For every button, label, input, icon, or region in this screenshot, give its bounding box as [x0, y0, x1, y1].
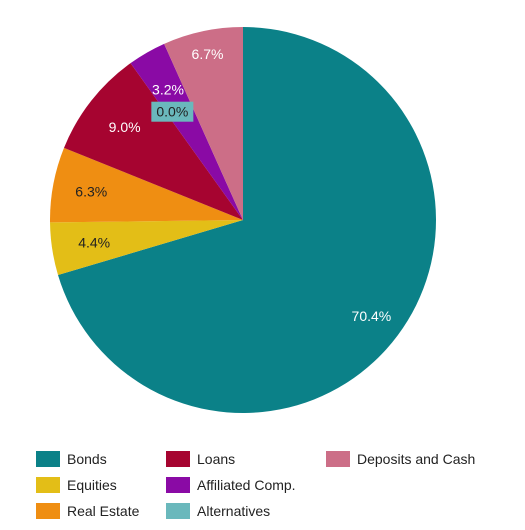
pie-slice-labels: 70.4% 4.4% 6.3% 9.0% 3.2% 0.0% 6.7%	[75, 46, 391, 324]
legend-label-affiliated-comp: Affiliated Comp.	[197, 477, 296, 493]
pie-slice-label-affiliated-comp: 3.2%	[152, 81, 184, 97]
legend-item-loans: Loans	[166, 448, 235, 470]
pie-slice-equities	[50, 220, 243, 276]
legend-label-real-estate: Real Estate	[67, 503, 140, 519]
legend-swatch-equities	[36, 477, 60, 493]
pie-slice-label-bonds: 70.4%	[352, 308, 392, 324]
legend-item-equities: Equities	[36, 474, 117, 496]
pie-slices	[50, 27, 437, 413]
pie-slice-deposits-and-cash	[164, 27, 243, 220]
pie-slice-label-equities: 4.4%	[78, 235, 110, 251]
legend-label-equities: Equities	[67, 477, 117, 493]
legend-swatch-bonds	[36, 451, 60, 467]
pie-slice-label-deposits-and-cash: 6.7%	[192, 46, 224, 62]
legend-swatch-alternatives	[166, 503, 190, 519]
pie-slice-label-alternatives: 0.0%	[156, 104, 188, 120]
pie-slice-label-real-estate: 6.3%	[75, 184, 107, 200]
legend-item-alternatives: Alternatives	[166, 500, 270, 522]
legend-label-bonds: Bonds	[67, 451, 107, 467]
legend-item-affiliated-comp: Affiliated Comp.	[166, 474, 296, 496]
legend-label-alternatives: Alternatives	[197, 503, 271, 519]
legend-item-real-estate: Real Estate	[36, 500, 139, 522]
legend-label-deposits-and-cash: Deposits and Cash	[357, 451, 476, 467]
pie-slice-real-estate	[50, 147, 243, 223]
legend: Bonds Equities Real Estate Loans Affiliated …	[36, 448, 516, 528]
pie-chart-svg: 70.4% 4.4% 6.3% 9.0% 3.2% 0.0% 6.7%	[50, 27, 437, 413]
pie-slice-bonds	[58, 27, 437, 413]
pie-slice-loans	[64, 63, 243, 220]
legend-label-loans: Loans	[197, 451, 236, 467]
pie-slice-label-loans: 9.0%	[109, 119, 141, 135]
legend-swatch-loans	[166, 451, 190, 467]
pie-slice-affiliated-comp	[130, 43, 243, 220]
legend-swatch-deposits-and-cash	[326, 451, 350, 467]
legend-swatch-affiliated-comp	[166, 477, 190, 493]
pie-slice-label-box-alternatives	[151, 101, 194, 122]
legend-item-deposits-and-cash: Deposits and Cash	[326, 448, 475, 470]
legend-swatch-real-estate	[36, 503, 60, 519]
legend-item-bonds: Bonds	[36, 448, 107, 470]
